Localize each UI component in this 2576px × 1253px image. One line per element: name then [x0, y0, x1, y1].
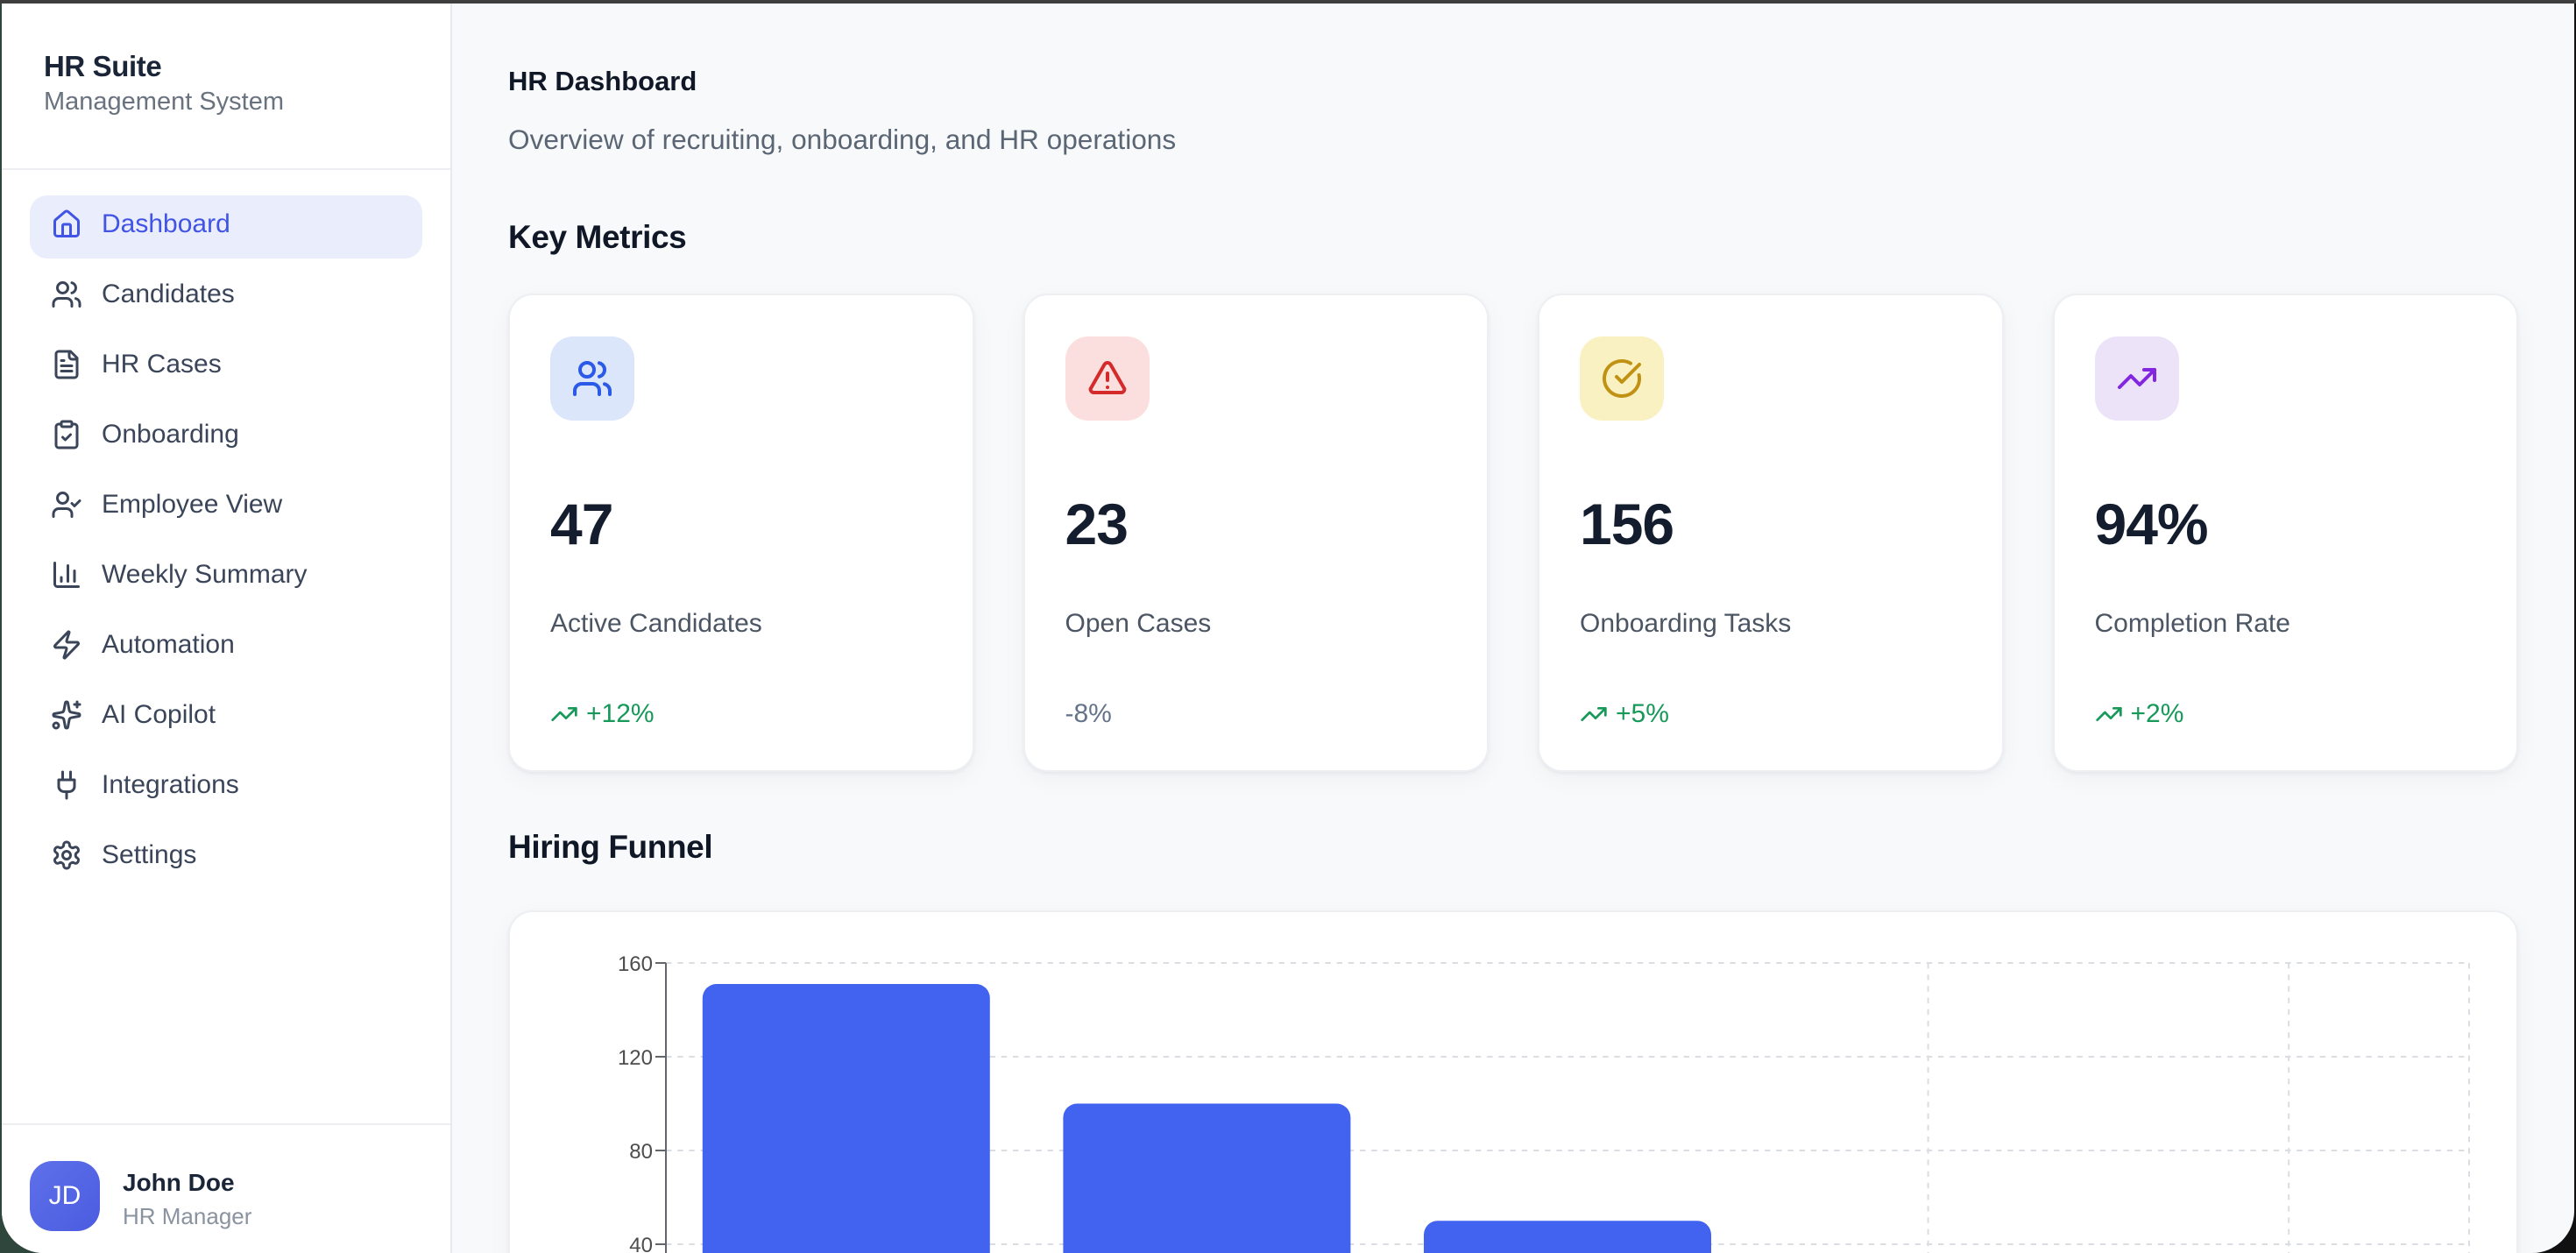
svg-text:80: 80 [629, 1140, 653, 1164]
svg-text:120: 120 [618, 1046, 653, 1070]
svg-text:160: 160 [618, 952, 653, 976]
svg-text:40: 40 [629, 1234, 653, 1253]
